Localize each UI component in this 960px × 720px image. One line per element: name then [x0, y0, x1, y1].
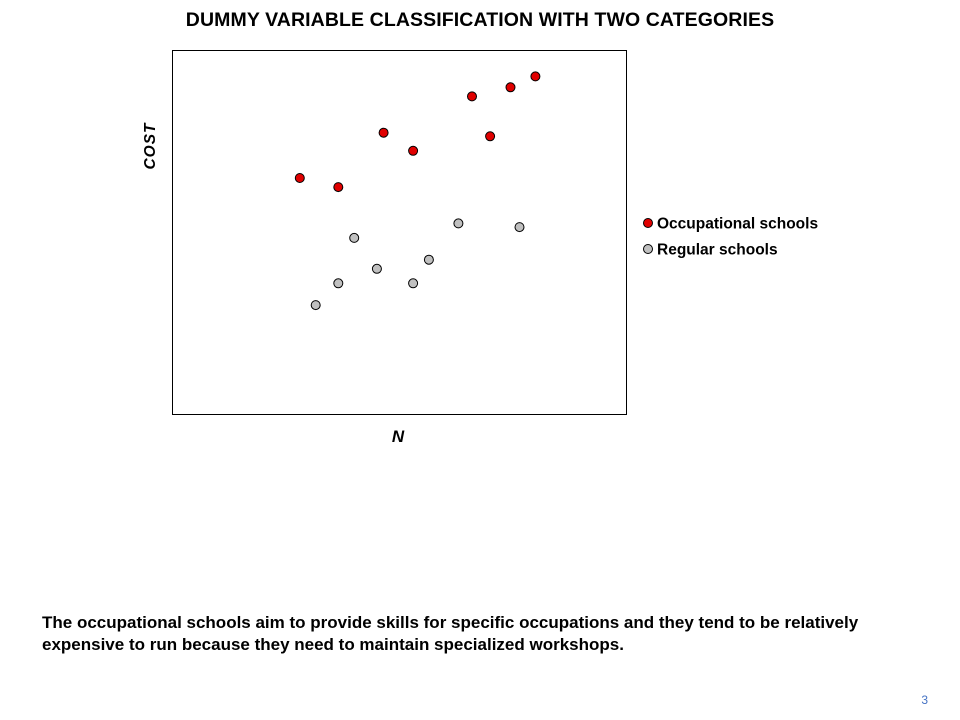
data-points	[294, 71, 541, 311]
occupational-schools-point-3	[378, 127, 389, 138]
slide-title: DUMMY VARIABLE CLASSIFICATION WITH TWO C…	[185, 9, 775, 31]
x-axis-label: N	[392, 427, 405, 446]
legend-label-occupational-schools: Occupational schools	[657, 216, 818, 233]
regular-schools-point-4	[371, 263, 382, 274]
occupational-schools-point-7	[505, 82, 516, 93]
slide-caption: The occupational schools aim to provide …	[42, 613, 859, 654]
occupational-schools-point-2	[333, 182, 344, 193]
regular-schools-point-3	[349, 232, 360, 243]
occupational-schools-point-5	[467, 91, 477, 102]
occupational-schools-point-6	[485, 131, 496, 142]
legend: Occupational schools Regular schools	[643, 216, 818, 259]
legend-label-regular-schools: Regular schools	[657, 242, 778, 259]
slide-number: 3	[921, 693, 928, 707]
occupational-schools-point-4	[408, 145, 419, 156]
legend-marker-regular-schools	[643, 244, 653, 254]
regular-schools-point-1	[310, 300, 321, 311]
y-axis-label: COST	[142, 122, 159, 170]
plot-frame	[172, 50, 627, 415]
regular-schools-point-5	[408, 278, 419, 289]
regular-schools-point-7	[453, 218, 464, 229]
occupational-schools-point-8	[530, 71, 541, 82]
scatter-chart: N COST Occupational schools Regular schoo…	[142, 50, 818, 446]
regular-schools-point-6	[423, 254, 434, 265]
regular-schools-point-2	[333, 278, 344, 289]
regular-schools-point-8	[514, 222, 525, 233]
occupational-schools-point-1	[294, 173, 305, 183]
legend-marker-occupational-schools	[643, 218, 653, 228]
